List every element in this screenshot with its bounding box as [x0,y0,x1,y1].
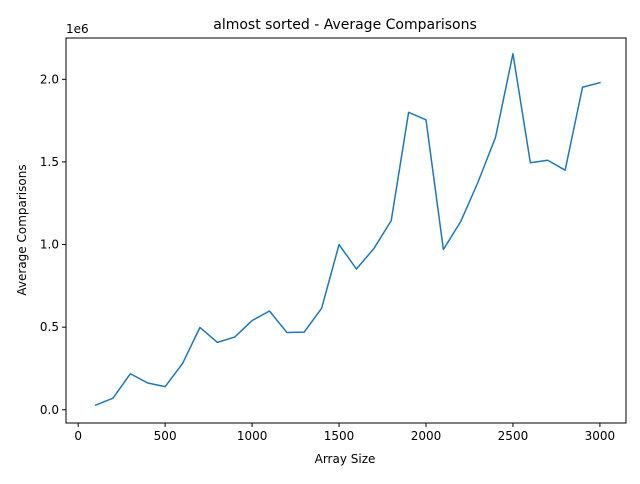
y-tick-label: 1.0 [40,238,59,252]
y-tick-label: 2.0 [40,72,59,86]
x-tick-label: 500 [154,429,177,443]
x-tick-label: 0 [74,429,82,443]
x-tick-label: 2000 [411,429,442,443]
y-tick-label: 0.5 [40,320,59,334]
x-tick-label: 2500 [498,429,529,443]
y-tick-label: 0.0 [40,403,59,417]
x-tick-label: 1000 [237,429,268,443]
x-tick-label: 3000 [585,429,616,443]
y-axis-label: Average Comparisons [15,164,29,295]
x-axis-label: Array Size [315,452,376,466]
y-axis-offset-label: 1e6 [66,22,89,36]
series-line [94,52,601,407]
chart-title: almost sorted - Average Comparisons [213,17,477,33]
x-tick-label: 1500 [324,429,355,443]
y-tick-label: 1.5 [40,155,59,169]
axes-frame [65,37,627,424]
